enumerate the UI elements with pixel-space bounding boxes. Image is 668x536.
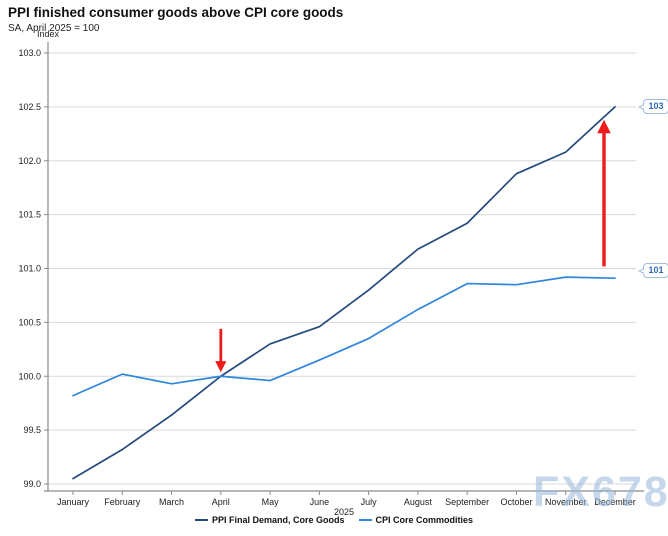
- x-tick-label: July: [361, 497, 378, 507]
- series-line-0: [72, 106, 616, 480]
- legend-label-cpi: CPI Core Commodities: [375, 515, 474, 525]
- chart-title: PPI finished consumer goods above CPI co…: [8, 5, 344, 20]
- chart-subtitle: SA, April 2025 = 100: [8, 23, 100, 34]
- x-tick-label: November: [545, 497, 587, 507]
- y-tick-label: 102.5: [18, 102, 41, 112]
- x-tick-label: January: [57, 497, 90, 507]
- end-value-cpi: 101: [648, 265, 664, 276]
- y-tick-label: 100.0: [18, 371, 41, 381]
- x-tick-label: March: [159, 497, 184, 507]
- legend-swatch-ppi-icon: [194, 519, 208, 521]
- legend-label-ppi: PPI Final Demand, Core Goods: [211, 515, 345, 525]
- y-tick-label: 103.0: [18, 48, 41, 58]
- y-tick-label: 101.5: [18, 210, 41, 220]
- x-tick-label: February: [104, 497, 141, 507]
- y-tick-label: 99.0: [23, 479, 41, 489]
- y-tick-label: 99.5: [23, 425, 41, 435]
- end-value-callout-cpi: 101: [638, 263, 668, 279]
- end-value-ppi: 103: [648, 100, 664, 111]
- y-axis-title: Index: [37, 29, 60, 39]
- y-tick-label: 100.5: [18, 317, 41, 327]
- x-tick-label: April: [212, 497, 230, 507]
- legend-swatch-cpi-icon: [358, 519, 372, 521]
- legend-item-ppi: PPI Final Demand, Core Goods: [194, 515, 345, 525]
- series-line-1: [72, 276, 616, 397]
- legend-item-cpi: CPI Core Commodities: [358, 515, 474, 525]
- x-tick-label: June: [310, 497, 330, 507]
- x-axis-year-label: 2025: [334, 507, 354, 517]
- legend: PPI Final Demand, Core Goods CPI Core Co…: [0, 515, 668, 525]
- y-tick-label: 102.0: [18, 156, 41, 166]
- x-tick-label: August: [404, 497, 433, 507]
- x-tick-label: May: [262, 497, 280, 507]
- x-tick-label: September: [445, 497, 489, 507]
- end-value-callout-ppi: 103: [638, 98, 668, 114]
- x-tick-label: October: [500, 497, 532, 507]
- x-tick-label: December: [594, 497, 636, 507]
- y-tick-label: 101.0: [18, 264, 41, 274]
